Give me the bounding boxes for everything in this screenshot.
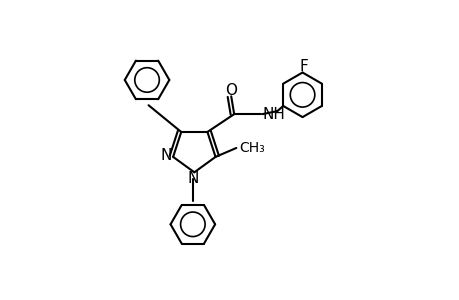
Text: O: O	[225, 83, 237, 98]
Text: NH: NH	[262, 106, 285, 122]
Text: CH₃: CH₃	[239, 141, 264, 155]
Text: N: N	[187, 171, 198, 186]
Text: N: N	[161, 148, 172, 163]
Text: F: F	[299, 59, 308, 74]
